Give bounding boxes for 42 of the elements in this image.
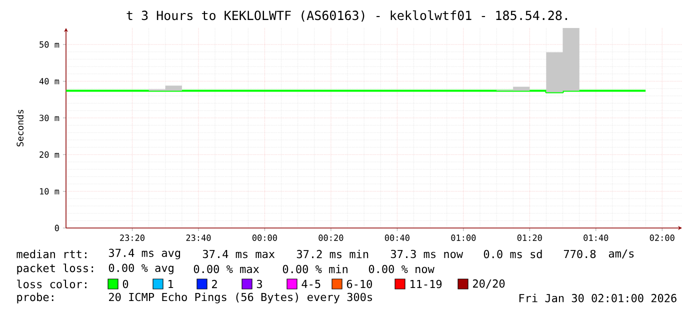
y-axis-title: Seconds [16,110,24,146]
text: 37.4 ms max [202,250,275,258]
y-tick-label: 20 m [40,151,60,158]
x-tick-label: 00:20 [318,234,344,241]
y-tick-label: 30 m [40,114,60,122]
text: probe: [17,292,54,304]
legend-label: 6-10 [346,280,372,288]
x-tick-label: 02:00 [650,234,674,241]
text: packet loss: [17,264,94,274]
legend-label: 20/20 [473,279,505,289]
y-tick-label: 0 [54,224,59,232]
x-tick-label: 01:00 [451,234,476,241]
y-tick-label: 50 m [40,41,60,48]
y-tick-label: 10 m [40,188,60,195]
text: 0.00 % min [282,264,348,274]
text: median rtt: [16,250,86,258]
text: 37.4 ms avg [108,248,180,260]
chart-title: t 3 Hours to KEKLOLWTF (AS60163) - keklolwtf01 - 185.54.28. [126,10,567,22]
legend-label: 0 [122,280,128,288]
x-tick-label: 23:20 [120,234,144,241]
legend-label: 1 [168,280,174,288]
text: 0.0 ms sd [484,250,542,258]
text: 20 ICMP Echo Pings (56 Bytes) every 300s [109,292,372,304]
text: 37.2 ms min [296,250,368,258]
legend-label: 2 [212,280,217,288]
text: Fri Jan 30 02:01:00 2026 [519,294,676,302]
text: 0.00 % avg [108,264,174,274]
text: 0.00 % max [194,264,260,274]
x-tick-label: 01:20 [517,234,542,241]
legend-label: 11-19 [410,280,442,288]
x-tick-label: 00:40 [384,234,410,241]
y-tick-label: 40 m [39,78,60,84]
x-tick-label: 23:40 [186,234,211,241]
legend-label: 4-5 [302,280,320,288]
legend-label: 3 [256,280,262,288]
legend-title: loss color: [17,280,86,288]
text: am/s [608,249,634,259]
x-tick-label: 01:40 [584,234,608,241]
text: 770.8 [564,250,596,258]
x-tick-label: 00:00 [252,234,277,241]
text: 0.00 % now [368,264,434,274]
text: 37.3 ms now [390,250,464,258]
